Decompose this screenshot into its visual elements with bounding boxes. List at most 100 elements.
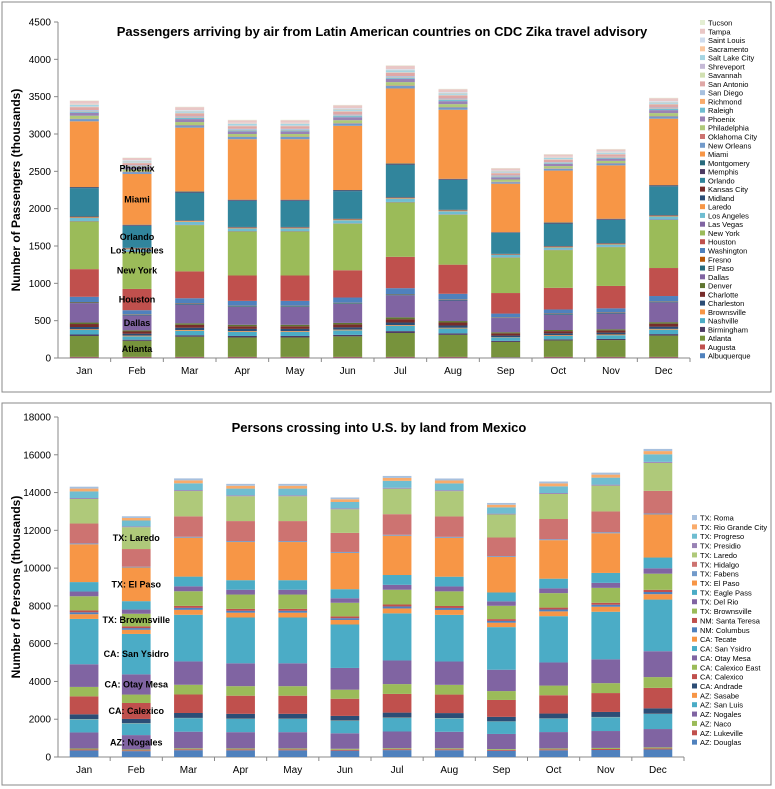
bar-segment [385, 319, 415, 323]
bar-segment [649, 268, 679, 297]
bar-segment [543, 156, 573, 158]
bar-segment [280, 130, 310, 132]
bar-segment [227, 275, 257, 301]
bar-segment [543, 162, 573, 163]
bar-segment [434, 749, 464, 751]
bar-segment [278, 589, 308, 595]
annotation: New York [117, 265, 158, 275]
bar-segment [434, 586, 464, 592]
bar-segment [175, 221, 205, 225]
bar-segment [543, 335, 573, 340]
bar-segment [174, 605, 203, 608]
bar-segment [438, 104, 468, 108]
bar-segment [385, 325, 415, 326]
bar-segment [543, 163, 573, 167]
bar-segment [491, 232, 521, 254]
bar-segment [69, 610, 99, 613]
bar-segment [487, 733, 516, 750]
legend-label: Midland [708, 194, 734, 203]
bar-segment [385, 70, 415, 73]
bar-segment [649, 110, 679, 114]
bar-segment [227, 331, 257, 332]
bar-segment [174, 576, 203, 587]
bar-segment [226, 749, 255, 751]
legend-swatch [700, 195, 705, 201]
bar-segment [382, 693, 412, 713]
x-tick-label: Mar [180, 765, 198, 776]
bar-segment [591, 717, 621, 732]
legend-swatch [692, 608, 697, 614]
bar-segment [487, 605, 516, 620]
bar-segment [330, 497, 360, 500]
bar-segment [227, 123, 257, 126]
legend-swatch [692, 561, 697, 567]
bar-segment [122, 335, 152, 337]
bar-segment [278, 594, 308, 609]
bar-segment [491, 168, 521, 171]
bar-segment [438, 264, 468, 294]
y-tick-label: 2000 [29, 715, 52, 726]
legend-swatch [700, 55, 705, 61]
x-tick-label: Mar [181, 366, 199, 377]
legend-swatch [700, 28, 705, 34]
bar-segment [491, 332, 521, 334]
y-tick-label: 18000 [23, 413, 51, 424]
bar-segment [175, 323, 205, 325]
bar-segment [280, 122, 310, 124]
bar-segment [385, 197, 415, 199]
bar-segment [438, 93, 468, 95]
bar-segment [175, 298, 205, 304]
bar-segment [121, 628, 151, 630]
bar-segment [69, 100, 99, 104]
bar-segment [330, 619, 360, 625]
legend-swatch [700, 265, 705, 271]
bar-segment [333, 219, 363, 221]
y-tick-label: 0 [45, 354, 51, 365]
bar-segment [643, 451, 673, 455]
bar-segment [385, 77, 415, 79]
bar-segment [69, 335, 99, 357]
bar-segment [333, 270, 363, 298]
bar-segment [543, 314, 573, 330]
y-tick-label: 2000 [29, 204, 52, 215]
legend-swatch [692, 599, 697, 605]
bar-segment [539, 609, 568, 612]
bar-segment [226, 610, 255, 613]
bar-segment [69, 749, 99, 751]
legend-label: TX: Laredo [700, 551, 737, 560]
bar-segment [487, 669, 516, 692]
bar-segment [591, 748, 621, 751]
bar-segment [385, 294, 415, 296]
bar-segment [121, 735, 151, 750]
bar-segment [596, 244, 626, 247]
bar-segment [543, 335, 573, 336]
bar-segment [539, 748, 568, 750]
bar-segment [69, 582, 99, 592]
bar-segment [226, 589, 255, 595]
bar-segment [333, 327, 363, 330]
bar-segment [122, 157, 152, 161]
legend-label: TX: Del Rio [700, 598, 738, 607]
bar-segment [280, 337, 310, 357]
x-tick-label: Oct [546, 765, 562, 776]
x-tick-label: Jun [337, 765, 353, 776]
legend-label: CA: Tecate [700, 635, 737, 644]
bar-segment [438, 210, 468, 212]
bar-segment [487, 507, 516, 514]
bar-segment [438, 321, 468, 323]
bar-segment [543, 313, 573, 315]
bar-segment [491, 173, 521, 176]
legend-label: Charleston [708, 299, 744, 308]
bar-segment [643, 592, 673, 595]
legend-swatch [700, 107, 705, 113]
legend-swatch [692, 571, 697, 577]
bar-segment [596, 332, 626, 335]
bar-segment [226, 488, 255, 496]
legend-swatch [700, 90, 705, 96]
bar-segment [174, 684, 203, 695]
bar-segment [438, 89, 468, 93]
bar-segment [487, 749, 516, 750]
bar-segment [491, 313, 521, 318]
bar-segment [487, 750, 516, 757]
bar-segment [174, 586, 203, 592]
